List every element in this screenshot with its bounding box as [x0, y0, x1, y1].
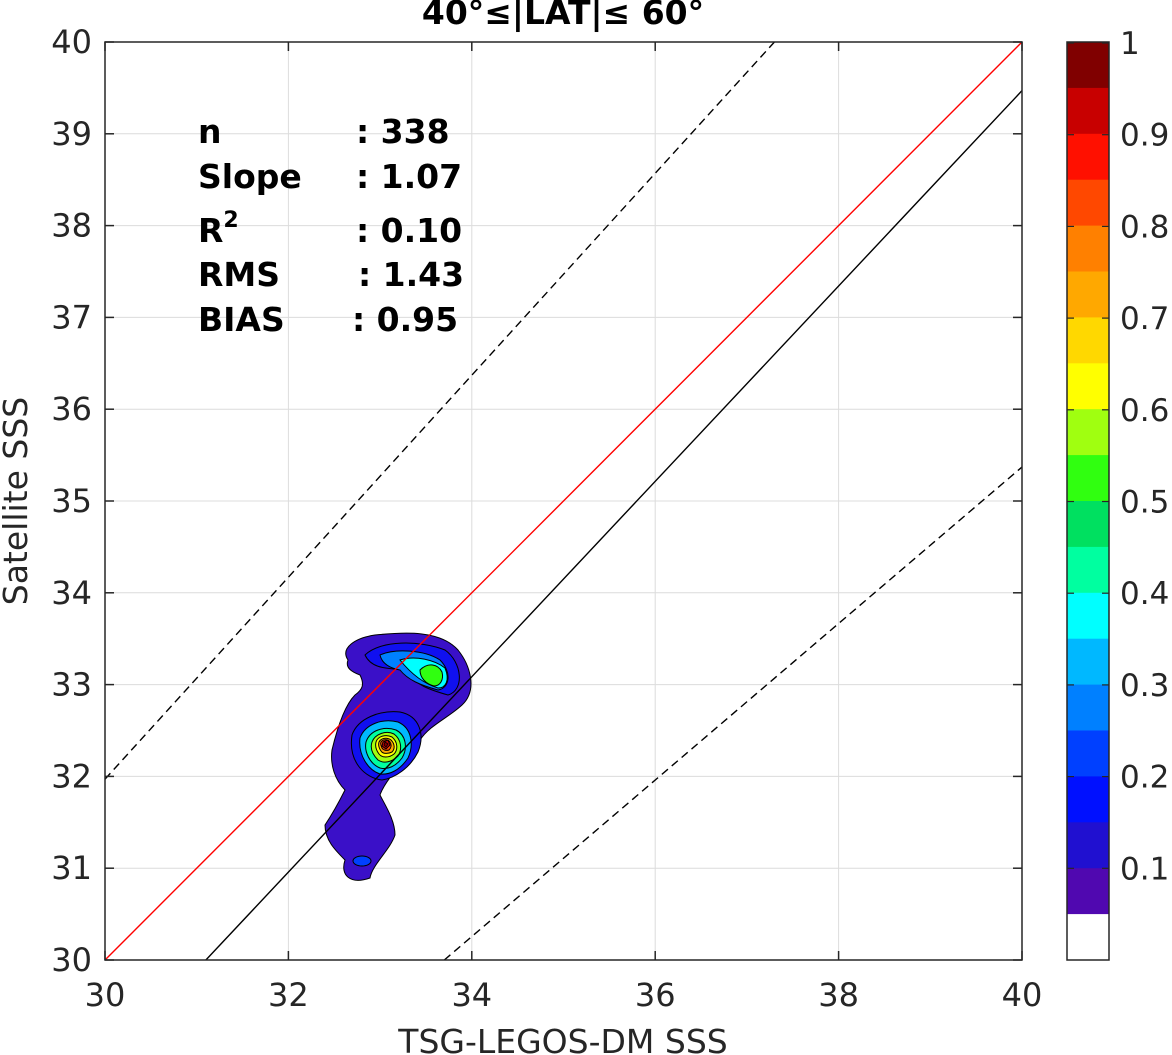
stat-value: : 1.43 [358, 255, 464, 294]
stat-label-base: R [198, 211, 223, 250]
y-tick-label: 38 [51, 207, 92, 245]
colorbar: 1 0.9 0.8 0.7 0.6 0.5 0.4 0.3 0.2 0.1 [1066, 26, 1169, 961]
stat-label: BIAS [198, 300, 285, 339]
stat-value: : 0.95 [352, 300, 458, 339]
fit-line [205, 90, 1022, 960]
y-tick-label: 33 [51, 666, 92, 704]
colorbar-tick-label: 1 [1120, 26, 1140, 62]
contour-level-5 [419, 664, 443, 687]
colorbar-swatch [1067, 409, 1109, 456]
colorbar-swatch [1067, 822, 1109, 869]
stat-label-sup: 2 [223, 208, 238, 233]
one-to-one-line [105, 42, 1022, 960]
colorbar-tick-label: 0.4 [1120, 576, 1169, 612]
y-axis-label: Satellite SSS [0, 397, 35, 606]
colorbar-swatch [1067, 133, 1109, 181]
colorbar-tick-label: 0.3 [1120, 668, 1169, 704]
y-tick-label: 35 [51, 482, 92, 520]
y-tick-label: 37 [51, 298, 92, 336]
density-contours [324, 632, 472, 881]
x-tick-label: 38 [818, 976, 859, 1014]
colorbar-swatch [1067, 776, 1109, 823]
x-tick-label: 40 [1002, 976, 1043, 1014]
colorbar-swatch [1067, 592, 1109, 640]
stat-label: n [198, 112, 222, 151]
colorbar-tick-label: 0.9 [1120, 118, 1169, 154]
y-tick-label: 36 [51, 390, 92, 428]
stat-label: R2 [198, 208, 239, 250]
x-tick-label: 36 [635, 976, 676, 1014]
colorbar-swatch [1067, 179, 1109, 227]
colorbar-tick-label: 0.1 [1120, 851, 1169, 887]
colorbar-swatch [1067, 914, 1109, 961]
colorbar-swatch [1067, 87, 1109, 135]
colorbar-tick-label: 0.7 [1120, 301, 1169, 337]
x-tick-label: 30 [85, 976, 126, 1014]
colorbar-swatch [1067, 42, 1109, 89]
stat-label: RMS [198, 255, 280, 294]
stat-value: : 0.10 [356, 211, 462, 250]
contour-level-10 [383, 741, 389, 748]
x-axis-label: TSG-LEGOS-DM SSS [397, 1022, 727, 1055]
colorbar-swatch [1067, 455, 1109, 502]
contour-secondary-peak [352, 855, 372, 867]
stat-value: : 1.07 [356, 157, 462, 196]
y-tick-label: 34 [51, 574, 92, 612]
colorbar-tick-label: 0.5 [1120, 485, 1169, 521]
colorbar-swatch [1067, 225, 1109, 272]
colorbar-tick-label: 0.2 [1120, 760, 1169, 796]
upper-bound-line [105, 42, 775, 780]
x-tick-label: 32 [268, 976, 309, 1014]
colorbar-swatch [1067, 684, 1109, 731]
colorbar-swatch [1067, 546, 1109, 594]
colorbar-swatch [1067, 317, 1109, 364]
x-tick-label: 34 [451, 976, 492, 1014]
reference-lines [105, 42, 1022, 960]
axis-ticks: 30 32 34 36 38 40 30 31 32 33 34 35 36 37 38 39 40 [51, 23, 1042, 1014]
colorbar-swatch [1067, 638, 1109, 686]
colorbar-tick-label: 0.6 [1120, 393, 1169, 429]
y-tick-label: 39 [51, 115, 92, 153]
y-tick-label: 40 [51, 23, 92, 61]
y-tick-label: 32 [51, 757, 92, 795]
colorbar-tick-label: 0.8 [1120, 209, 1169, 245]
y-tick-label: 30 [51, 941, 92, 979]
colorbar-swatch [1067, 868, 1109, 915]
stat-value: : 338 [356, 112, 450, 151]
colorbar-swatch [1067, 501, 1109, 548]
chart-title: 40°≤|LAT|≤ 60° [422, 0, 704, 32]
colorbar-swatch [1067, 363, 1109, 410]
y-tick-label: 31 [51, 849, 92, 887]
colorbar-swatch [1067, 730, 1109, 777]
stat-label: Slope [198, 157, 302, 196]
stats-box: n : 338 Slope : 1.07 R2 : 0.10 RMS : 1.43 BIAS : … [198, 112, 464, 339]
lower-bound-line [443, 466, 1022, 960]
colorbar-swatch [1067, 271, 1109, 318]
